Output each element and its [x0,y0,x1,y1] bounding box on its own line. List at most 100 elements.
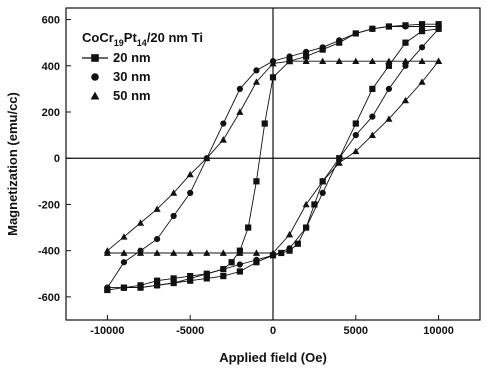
y-tick-label: 600 [42,15,60,27]
x-tick-label: -5000 [176,325,204,337]
data-point [236,268,243,275]
data-point [303,224,310,231]
data-point [228,259,235,266]
data-point [245,224,252,231]
data-point [203,249,211,256]
data-point [104,284,111,291]
data-point [352,120,359,127]
data-point [153,205,161,212]
data-point [170,189,178,196]
data-point [402,39,409,46]
data-point [186,170,194,178]
data-point [253,256,260,264]
data-point [236,108,244,115]
data-point [369,85,376,92]
legend-label: 30 nm [113,69,151,84]
data-point [294,240,301,247]
data-point [368,131,376,138]
legend-entries: 20 nm 30 nm 50 nm [82,50,151,103]
data-point [186,249,194,256]
data-point [402,23,409,30]
data-point [418,57,426,65]
data-point [369,25,376,32]
x-tick-label: -10000 [90,325,124,337]
data-point [319,177,327,185]
legend: CoCr19Pt14/20 nm Ti 20 nm 30 nm 50 nm [82,30,203,103]
data-point [311,201,318,208]
data-point [435,25,442,32]
data-point [385,57,393,65]
data-point [120,259,128,266]
data-point [170,249,178,256]
data-point [236,85,243,92]
y-tick-label: -400 [38,246,60,258]
data-point [369,113,376,120]
legend-entry: 50 nm [90,88,151,103]
data-point [187,275,194,282]
data-point [220,266,227,273]
data-point [368,57,376,65]
data-point [269,249,277,256]
y-axis: -600 -400 -200 0 200 400 600 [38,15,71,304]
data-point [253,67,260,74]
data-point [418,28,426,35]
data-point [136,249,145,256]
y-axis-title: Magnetization (emu/cc) [5,92,20,236]
data-point [219,136,227,143]
data-point [385,85,393,92]
legend-marker [91,73,99,81]
data-point [170,279,177,287]
data-point [236,261,243,268]
data-point [385,23,393,30]
data-point [285,57,294,65]
data-point [120,233,128,240]
data-point [402,62,409,69]
data-point [352,132,359,139]
data-point [136,219,145,226]
data-point [303,48,310,56]
data-point [336,155,343,162]
legend-marker [91,54,99,62]
data-point [120,284,128,291]
data-point [385,62,393,69]
data-point [103,249,111,256]
data-point [170,275,177,282]
data-point [336,37,343,44]
data-point [153,277,161,284]
data-point [352,147,360,155]
data-point [153,236,161,243]
data-point [401,57,410,65]
data-point [153,249,161,256]
data-point [302,57,310,65]
x-axis: -10000 -5000 0 5000 10000 [90,315,454,337]
data-point [278,249,285,257]
series-3 [103,57,443,256]
y-tick-label: -600 [38,292,60,304]
data-point [170,212,177,220]
data-point [220,272,227,280]
data-point [285,230,294,238]
data-point [203,270,210,277]
data-point [286,245,293,252]
data-point [252,78,261,85]
data-point [319,44,326,51]
data-point [286,53,293,60]
data-point [269,74,277,81]
data-point [401,96,410,104]
data-point [269,59,277,67]
x-axis-title: Applied field (Oe) [219,350,327,365]
data-point [253,178,260,185]
data-point [335,159,343,166]
data-point [435,57,443,65]
data-point [319,189,326,196]
x-tick-label: 0 [270,325,276,337]
data-point [303,53,310,60]
y-tick-label: 400 [42,61,60,73]
legend-heading: CoCr19Pt14/20 nm Ti [82,30,203,48]
data-point [252,249,261,256]
data-point [352,30,359,37]
y-tick-label: 0 [54,153,60,165]
data-point [137,284,144,291]
